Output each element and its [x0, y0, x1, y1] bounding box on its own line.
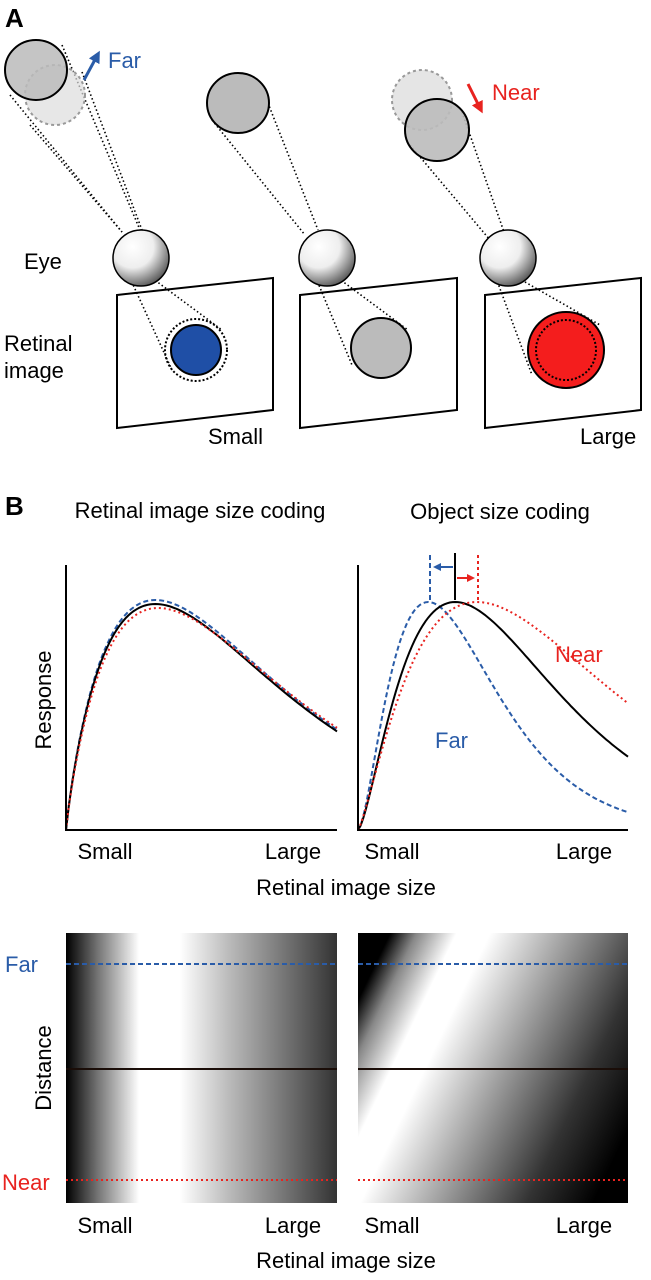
arrow-near: [466, 83, 483, 114]
peak-markers: [429, 553, 479, 600]
near-label: Near: [2, 1170, 50, 1195]
panel-label: A: [5, 3, 24, 33]
eye: [298, 229, 356, 287]
curve-title: Object size coding: [410, 499, 590, 524]
y-axis-label: Distance: [31, 1025, 56, 1111]
retinal-image-label: Retinal image: [4, 331, 73, 383]
retinal-image-outline: [535, 319, 597, 381]
eye: [112, 229, 170, 287]
retinas: [116, 276, 642, 430]
arrow-far: [82, 50, 100, 81]
x-tick-label: Large: [556, 1213, 612, 1238]
eye: [479, 229, 537, 287]
x-tick-label: Large: [265, 1213, 321, 1238]
near-label: Near: [555, 642, 603, 667]
far-label: Far: [108, 48, 141, 73]
tuning-curve: [357, 600, 629, 831]
tuning-curve: [65, 606, 338, 831]
tuning-curve: [65, 602, 338, 831]
retinal-image-outline: [164, 318, 228, 382]
axes: [65, 565, 628, 831]
curves: [65, 598, 629, 831]
retinal-image-mid: [350, 317, 412, 379]
y-axis-label: Response: [31, 650, 56, 749]
x-tick-label: Small: [364, 839, 419, 864]
distance-lines: [66, 963, 628, 1181]
x-tick-label: Large: [556, 839, 612, 864]
retinal-image-far: [170, 324, 222, 376]
x-axis-label: Retinal image size: [256, 1248, 436, 1273]
curve-title: Retinal image size coding: [74, 498, 326, 523]
near-label: Near: [492, 80, 540, 105]
eye-label: Eye: [24, 249, 62, 274]
object-mid: [206, 72, 270, 134]
large-label: Large: [580, 424, 636, 449]
tuning-curve: [357, 600, 629, 831]
panel-label: B: [5, 491, 24, 521]
retinal-image-near: [527, 311, 605, 389]
tuning-curve: [357, 600, 629, 831]
small-label: Small: [208, 424, 263, 449]
object-near: [404, 98, 470, 162]
tuning-curve: [65, 598, 338, 831]
x-tick-label: Small: [77, 839, 132, 864]
x-tick-label: Small: [364, 1213, 419, 1238]
x-tick-label: Small: [77, 1213, 132, 1238]
x-tick-label: Large: [265, 839, 321, 864]
far-label: Far: [5, 952, 38, 977]
object-far: [4, 39, 68, 101]
x-axis-label: Retinal image size: [256, 875, 436, 900]
far-label: Far: [435, 728, 468, 753]
